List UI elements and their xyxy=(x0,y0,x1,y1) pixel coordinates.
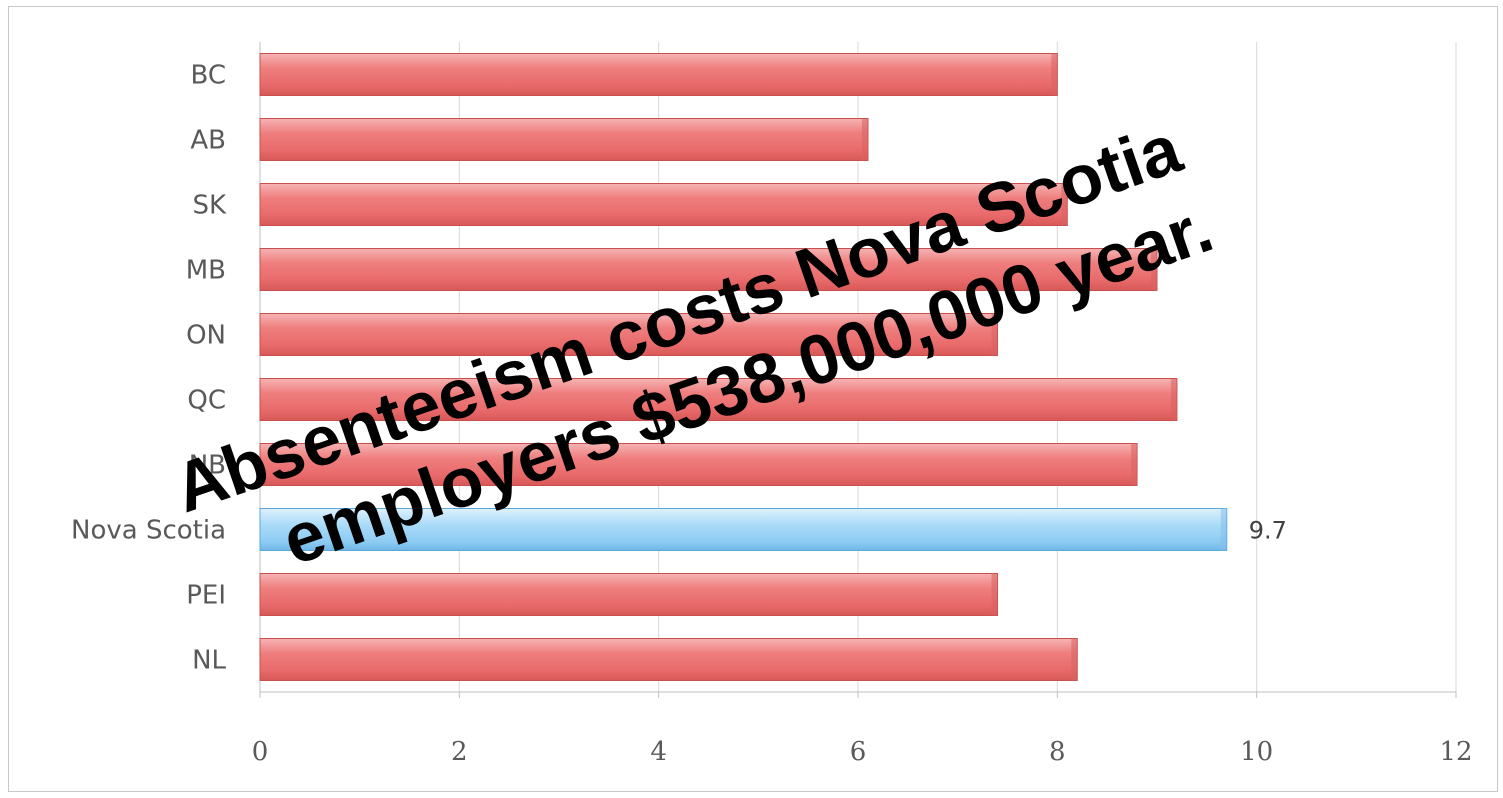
bar-end-cap xyxy=(1131,443,1138,486)
bar-end-cap xyxy=(1220,508,1227,551)
x-tick-label: 0 xyxy=(252,737,269,767)
category-label: MB xyxy=(186,256,226,286)
x-tick-label: 8 xyxy=(1049,737,1066,767)
bar-nova-scotia xyxy=(259,508,1228,551)
bar-on xyxy=(259,313,999,356)
bar-ab xyxy=(259,118,869,161)
bar-qc xyxy=(259,378,1178,421)
category-label: Nova Scotia xyxy=(71,516,226,546)
category-label: SK xyxy=(192,191,227,221)
category-label: NB xyxy=(189,451,226,481)
bar-end-cap xyxy=(1071,638,1078,681)
bar-end-cap xyxy=(1051,53,1058,96)
category-label: NL xyxy=(192,646,226,676)
bar-bc xyxy=(259,53,1058,96)
bar-end-cap xyxy=(991,313,998,356)
x-tick-label: 12 xyxy=(1439,737,1472,767)
x-tick-label: 6 xyxy=(850,737,867,767)
bar-end-cap xyxy=(991,573,998,616)
category-label: AB xyxy=(190,126,226,156)
bar-nb xyxy=(259,443,1138,486)
bars xyxy=(259,53,1228,681)
bar-mb xyxy=(259,248,1158,291)
category-label: ON xyxy=(186,321,226,351)
bar-end-cap xyxy=(1061,183,1068,226)
data-label: 9.7 xyxy=(1249,517,1287,545)
x-tick-label: 10 xyxy=(1240,737,1273,767)
bar-nl xyxy=(259,638,1078,681)
labels: 0 2 4 6 8 10 12 BC AB SK MB ON QC NB Nova Scotia PEI NL 9… xyxy=(71,61,1473,768)
category-label: PEI xyxy=(186,581,226,611)
category-label: BC xyxy=(190,61,226,91)
bar-pei xyxy=(259,573,999,616)
x-tick-label: 2 xyxy=(451,737,468,767)
category-label: QC xyxy=(187,386,226,416)
bar-end-cap xyxy=(1151,248,1157,291)
x-tick-label: 4 xyxy=(650,737,667,767)
bar-end-cap xyxy=(1170,378,1177,421)
bar-end-cap xyxy=(861,118,868,161)
bar-sk xyxy=(259,183,1068,226)
